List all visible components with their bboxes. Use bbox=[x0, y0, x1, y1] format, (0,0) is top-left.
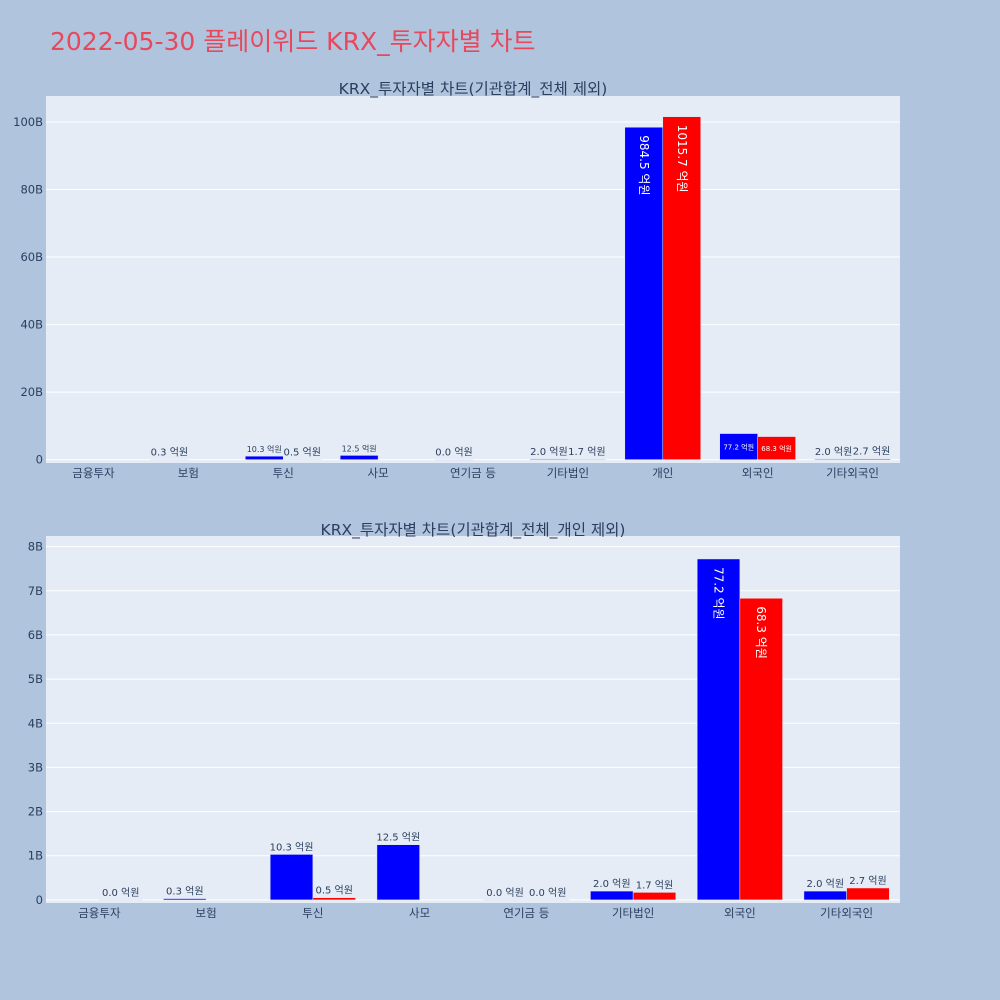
bar bbox=[150, 459, 189, 461]
bar bbox=[803, 890, 847, 901]
y-tick-label: 60B bbox=[20, 250, 43, 264]
bar bbox=[662, 116, 701, 460]
bar-data-label: 1015.7 억원 bbox=[675, 125, 689, 193]
bar bbox=[757, 436, 796, 460]
bar-data-label: 0.3 억원 bbox=[151, 447, 188, 459]
x-tick-label: 투신 bbox=[302, 906, 323, 920]
bar-data-label: 2.0 억원 bbox=[807, 878, 844, 890]
bar bbox=[526, 899, 570, 901]
bar bbox=[483, 899, 527, 901]
x-tick-label: 연기금 등 bbox=[503, 906, 549, 920]
bar bbox=[312, 897, 356, 901]
x-tick-label: 기타법인 bbox=[547, 466, 589, 480]
bar-data-label: 0.0 억원 bbox=[486, 887, 523, 899]
bar bbox=[269, 854, 314, 901]
bar-data-label: 2.7 억원 bbox=[853, 446, 890, 458]
bar bbox=[163, 898, 207, 901]
bar bbox=[99, 899, 143, 901]
y-tick-label: 8B bbox=[28, 540, 43, 554]
plot-background bbox=[46, 96, 900, 463]
bar bbox=[529, 458, 569, 460]
bar-data-label: 0.0 억원 bbox=[529, 887, 566, 899]
y-tick-label: 6B bbox=[28, 628, 43, 642]
y-tick-label: 0 bbox=[36, 453, 43, 467]
bar-data-label: 0.5 억원 bbox=[283, 446, 320, 458]
x-tick-label: 보험 bbox=[178, 466, 199, 480]
y-tick-label: 4B bbox=[28, 716, 43, 730]
x-tick-label: 기타외국인 bbox=[826, 466, 879, 480]
bar-data-label: 2.0 억원 bbox=[530, 446, 567, 458]
bar-data-label: 0.0 억원 bbox=[435, 447, 472, 459]
bar-data-label: 2.7 억원 bbox=[849, 875, 886, 887]
x-tick-label: 금융투자 bbox=[72, 466, 115, 480]
x-tick-label: 금융투자 bbox=[78, 906, 121, 920]
bar bbox=[434, 459, 474, 461]
bar bbox=[846, 887, 890, 901]
plot-area: 0.3 억원 10.3 억원 0.5 억원 12.5 억원 0.0 억원 2.0 억원 1.… bbox=[46, 96, 900, 463]
bar bbox=[814, 458, 853, 460]
x-tick-label: 투신 bbox=[273, 466, 294, 480]
bar-data-label: 12.5 억원 bbox=[342, 443, 377, 453]
bar-data-label: 77.2 억원 bbox=[712, 567, 726, 620]
x-tick-label: 사모 bbox=[409, 906, 430, 920]
bar-data-label: 984.5 억원 bbox=[637, 135, 651, 195]
page-title: 2022-05-30 플레이위드 KRX_투자자별 차트 bbox=[50, 27, 536, 56]
y-tick-label: 7B bbox=[28, 584, 43, 598]
x-tick-label: 사모 bbox=[368, 466, 389, 480]
bar-data-label: 1.7 억원 bbox=[636, 879, 673, 891]
x-tick-label: 외국인 bbox=[742, 466, 774, 480]
bar-data-label: 0.5 억원 bbox=[315, 885, 352, 897]
bar-data-label: 12.5 억원 bbox=[376, 832, 420, 844]
y-tick-label: 0 bbox=[36, 893, 43, 907]
y-tick-label: 2B bbox=[28, 805, 43, 819]
x-tick-label: 보험 bbox=[196, 906, 217, 920]
x-tick-label: 연기금 등 bbox=[450, 466, 496, 480]
bar bbox=[696, 558, 741, 901]
bar-data-label: 1.7 억원 bbox=[568, 446, 605, 458]
bar bbox=[339, 455, 379, 460]
bar bbox=[590, 890, 634, 901]
y-tick-label: 80B bbox=[20, 183, 43, 197]
bar bbox=[632, 892, 677, 901]
y-tick-label: 1B bbox=[28, 849, 43, 863]
x-tick-label: 외국인 bbox=[724, 906, 756, 920]
y-tick-label: 5B bbox=[28, 672, 43, 686]
y-tick-label: 3B bbox=[28, 760, 43, 774]
y-tick-label: 100B bbox=[13, 115, 43, 129]
chart-title: KRX_투자자별 차트(기관합계_전체 제외) bbox=[339, 80, 608, 99]
bar bbox=[376, 844, 420, 901]
chart-excluding-institutions: 0.3 억원 10.3 억원 0.5 억원 12.5 억원 0.0 억원 2.0 억원 1.… bbox=[13, 80, 900, 480]
x-tick-label: 개인 bbox=[652, 466, 673, 480]
x-tick-label: 기타외국인 bbox=[820, 906, 873, 920]
bar-data-label: 2.0 억원 bbox=[593, 878, 630, 890]
bar-data-label: 68.3 억원 bbox=[754, 606, 768, 659]
bar-data-label: 10.3 억원 bbox=[247, 444, 282, 454]
bar bbox=[245, 455, 284, 460]
bar-data-label: 0.3 억원 bbox=[166, 886, 203, 898]
bar bbox=[739, 598, 783, 901]
x-tick-label: 기타법인 bbox=[612, 906, 654, 920]
bar-data-label: 0.0 억원 bbox=[102, 887, 139, 899]
bar-data-label: 10.3 억원 bbox=[270, 841, 314, 853]
y-tick-label: 20B bbox=[20, 385, 43, 399]
plot-area: 0.0 억원 0.3 억원 10.3 억원 0.5 억원 12.5 억원 0.0 억원 0.… bbox=[46, 536, 900, 903]
bar-data-label: 68.3 억원 bbox=[761, 444, 792, 453]
y-tick-label: 40B bbox=[20, 318, 43, 332]
bar-data-label: 77.2 억원 bbox=[723, 443, 754, 452]
bar bbox=[719, 433, 758, 460]
bar bbox=[567, 458, 607, 460]
bar bbox=[282, 459, 322, 461]
chart-excluding-institutions-and-individuals: 0.0 억원 0.3 억원 10.3 억원 0.5 억원 12.5 억원 0.0 억원 0.… bbox=[28, 521, 900, 920]
bar-data-label: 2.0 억원 bbox=[815, 446, 852, 458]
bar bbox=[852, 458, 891, 460]
chart-title: KRX_투자자별 차트(기관합계_전체_개인 제외) bbox=[321, 521, 626, 540]
